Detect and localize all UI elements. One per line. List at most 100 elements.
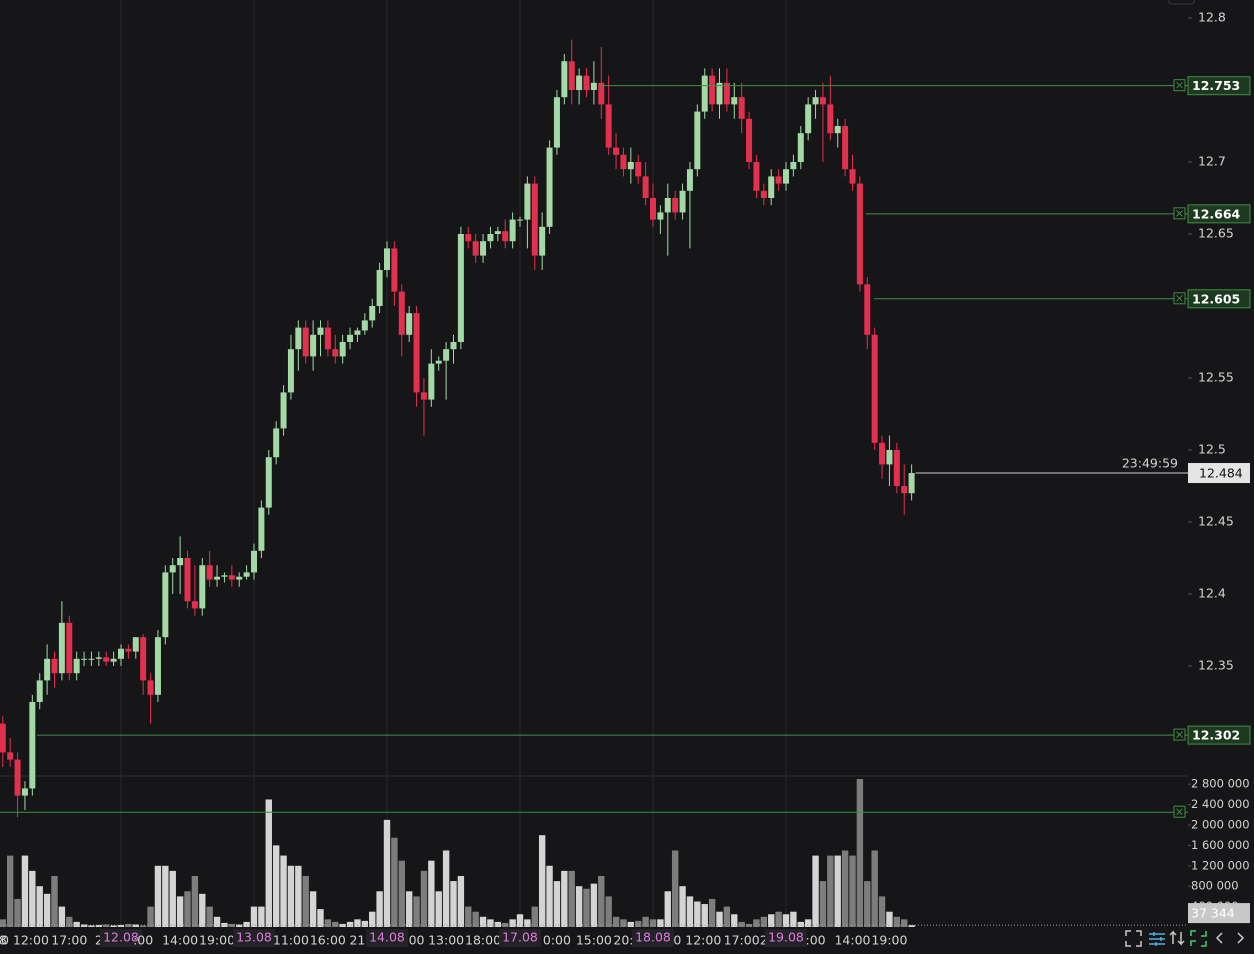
volume-bar (768, 914, 775, 927)
candle-body (694, 111, 701, 170)
date-label: 14.08 (369, 930, 405, 945)
volume-bar (642, 916, 649, 927)
candle-body (369, 306, 376, 321)
candle-body (760, 190, 767, 198)
volume-bar (58, 906, 66, 927)
candle-body (310, 334, 317, 357)
candle-body (280, 392, 287, 429)
candle-body (243, 572, 250, 577)
volume-tick-label: 1 200 000 (1191, 858, 1250, 872)
candle-body (258, 507, 265, 551)
volume-bar (376, 891, 383, 927)
candle-body (406, 313, 413, 335)
volume-bar (14, 898, 21, 927)
corner-button[interactable] (1168, 0, 1195, 5)
fit-icon[interactable] (1190, 930, 1207, 947)
volume-bar (435, 891, 442, 927)
volume-bar (317, 909, 324, 927)
candle-body (450, 342, 457, 350)
volume-bar (516, 914, 524, 927)
volume-bar (221, 922, 228, 927)
candle-body (287, 349, 294, 393)
candle-body (391, 248, 398, 292)
x-tick-label: 16:00 (310, 933, 346, 948)
volume-bar (679, 886, 686, 927)
candle-body (66, 622, 73, 674)
candle-body (384, 248, 390, 270)
candle-body (169, 565, 176, 573)
fullscreen-icon[interactable] (1125, 930, 1142, 947)
candle-body (746, 118, 753, 162)
volume-bar (908, 925, 915, 927)
level-label-box (1187, 289, 1251, 309)
volume-bar (649, 919, 657, 927)
volume-bar (103, 924, 110, 927)
y-tick-label: 12.8 (1198, 10, 1226, 25)
x-tick-label: 14:00 (162, 933, 198, 948)
volume-bar (583, 888, 590, 927)
scale-icon[interactable] (1169, 930, 1185, 946)
volume-bar (612, 916, 620, 927)
level-label-box (1187, 204, 1251, 224)
x-tick-label: :00 (805, 933, 825, 948)
date-label-box (632, 929, 674, 947)
volume-bar (472, 911, 479, 927)
candle-body (118, 648, 124, 659)
scroll-right[interactable] (1237, 932, 1245, 944)
volume-bar (383, 819, 391, 927)
volume-bar (206, 906, 213, 927)
candle-body (443, 349, 450, 361)
candle-body (420, 392, 427, 400)
volume-bar (361, 920, 369, 927)
last-volume-label: 37 344 (1191, 906, 1235, 921)
candle-body (642, 176, 649, 198)
volume-bar (162, 865, 169, 927)
volume-bar (509, 919, 516, 927)
candle-body (354, 330, 361, 335)
candle-body (731, 97, 738, 105)
candle-body (317, 327, 324, 335)
volume-bar (280, 855, 287, 927)
volume-bar (265, 799, 272, 927)
volume-bar (0, 919, 6, 927)
candle-body (627, 162, 634, 170)
volume-bar (553, 881, 561, 927)
volume-bar (819, 881, 827, 927)
volume-bar (354, 919, 361, 927)
x-tick-label: 13:00 (428, 933, 464, 948)
date-label-box (366, 929, 408, 947)
candle-body (191, 601, 198, 609)
settings-icon[interactable] (1149, 932, 1165, 946)
candle-body (480, 241, 487, 256)
volume-bar (413, 896, 420, 927)
level-remove-x (1176, 294, 1183, 302)
volume-bar (6, 855, 14, 927)
volume-bar (893, 916, 901, 927)
candle-body (51, 658, 58, 674)
x-tick-label: 21 (349, 933, 365, 948)
candle-body (228, 575, 235, 580)
volume-bar (88, 925, 95, 927)
candle-body (783, 169, 789, 184)
candle-body (879, 442, 886, 465)
candle-body (487, 234, 494, 242)
candle-body (221, 575, 228, 577)
volume-bar (620, 919, 627, 927)
candle-body (598, 82, 605, 105)
candle-body (679, 190, 686, 213)
candle-body (132, 637, 139, 652)
candle-body (723, 82, 730, 105)
candle-body (561, 61, 568, 98)
level-label: 12.302 (1192, 728, 1240, 743)
x-tick-label: 0:00 (543, 933, 571, 948)
candle-body (36, 680, 43, 702)
x-tick-label: 19:00 (199, 933, 235, 948)
volume-bar (302, 875, 309, 927)
scroll-left[interactable] (1215, 932, 1223, 944)
date-label: 18.08 (635, 930, 671, 945)
candle-body (517, 219, 523, 221)
candle-body (435, 360, 442, 364)
candle-body (199, 565, 206, 609)
volume-bar (73, 921, 80, 927)
